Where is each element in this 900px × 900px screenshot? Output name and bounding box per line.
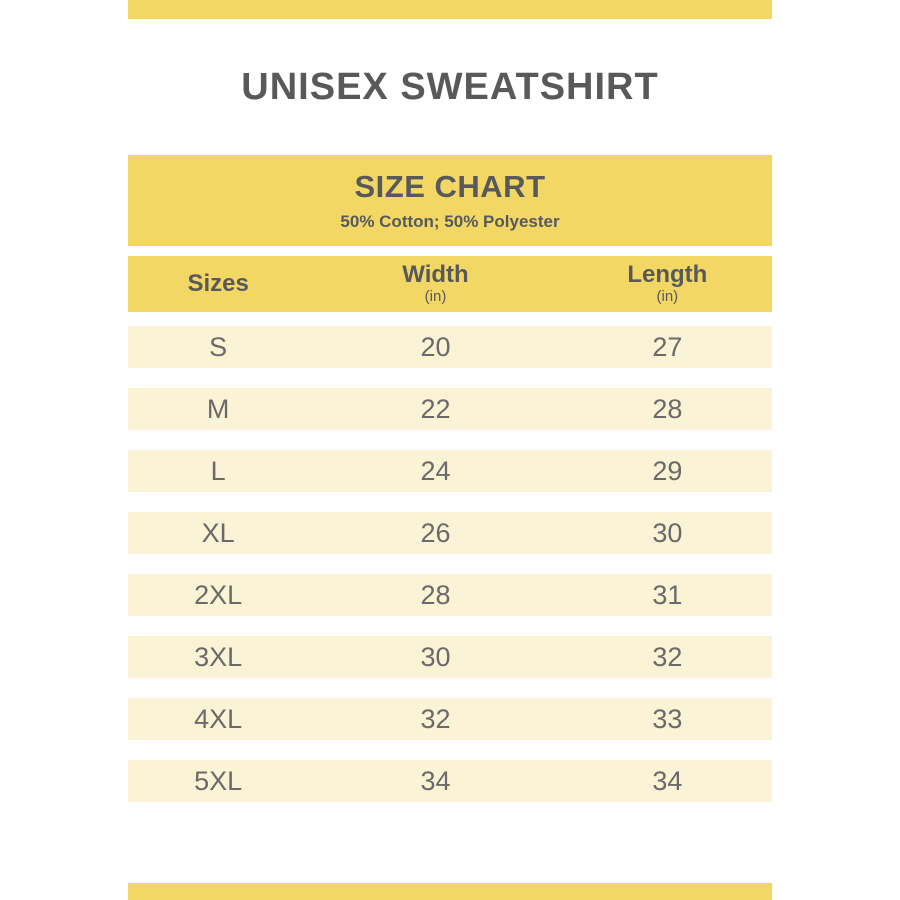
table-row: S 20 27 (128, 326, 772, 368)
table-row: 5XL 34 34 (128, 760, 772, 802)
page-title: UNISEX SWEATSHIRT (241, 66, 659, 108)
cell-width: 26 (420, 517, 451, 548)
cell-width: 28 (420, 579, 451, 610)
cell-length: 33 (652, 703, 683, 734)
bottom-accent-bar (128, 883, 772, 900)
banner-title: SIZE CHART (354, 169, 546, 204)
cell-width: 32 (420, 703, 451, 734)
cell-size: 2XL (194, 579, 243, 610)
cell-length: 31 (652, 579, 683, 610)
size-table-body: S 20 27 M 22 28 L 24 29 XL 26 30 2XL 28 31 3XL 30 32 4XL 32… (128, 326, 772, 802)
cell-width: 24 (420, 455, 451, 486)
cell-size: L (210, 455, 226, 486)
cell-size: S (209, 331, 228, 362)
column-header-label: Width (402, 261, 469, 289)
column-header-length: Length (in) (563, 256, 772, 312)
column-header-unit: (in) (656, 288, 679, 306)
table-row: M 22 28 (128, 388, 772, 430)
cell-width: 34 (420, 765, 451, 796)
table-row: 2XL 28 31 (128, 574, 772, 616)
column-header-unit: (in) (424, 288, 447, 306)
table-row: XL 26 30 (128, 512, 772, 554)
column-header-label: Sizes (187, 269, 249, 297)
size-chart-banner: SIZE CHART 50% Cotton; 50% Polyester (128, 155, 772, 246)
cell-length: 34 (652, 765, 683, 796)
table-row: L 24 29 (128, 450, 772, 492)
cell-length: 27 (652, 331, 683, 362)
cell-size: 3XL (194, 641, 243, 672)
banner-subtitle: 50% Cotton; 50% Polyester (340, 212, 560, 231)
top-accent-bar (128, 0, 772, 19)
column-header-label: Length (627, 261, 708, 289)
cell-size: 4XL (194, 703, 243, 734)
cell-size: M (206, 393, 230, 424)
column-header-width: Width (in) (308, 256, 562, 312)
cell-length: 28 (652, 393, 683, 424)
table-row: 4XL 32 33 (128, 698, 772, 740)
cell-size: XL (201, 517, 235, 548)
cell-width: 20 (420, 331, 451, 362)
column-header-size: Sizes (128, 256, 308, 312)
cell-width: 22 (420, 393, 451, 424)
cell-length: 29 (652, 455, 683, 486)
cell-size: 5XL (194, 765, 243, 796)
size-table: Sizes Width (in) Length (in) S 20 27 M 22 28 L 24 29… (128, 256, 772, 802)
size-table-header-row: Sizes Width (in) Length (in) (128, 256, 772, 312)
cell-width: 30 (420, 641, 451, 672)
cell-length: 32 (652, 641, 683, 672)
table-row: 3XL 30 32 (128, 636, 772, 678)
cell-length: 30 (652, 517, 683, 548)
